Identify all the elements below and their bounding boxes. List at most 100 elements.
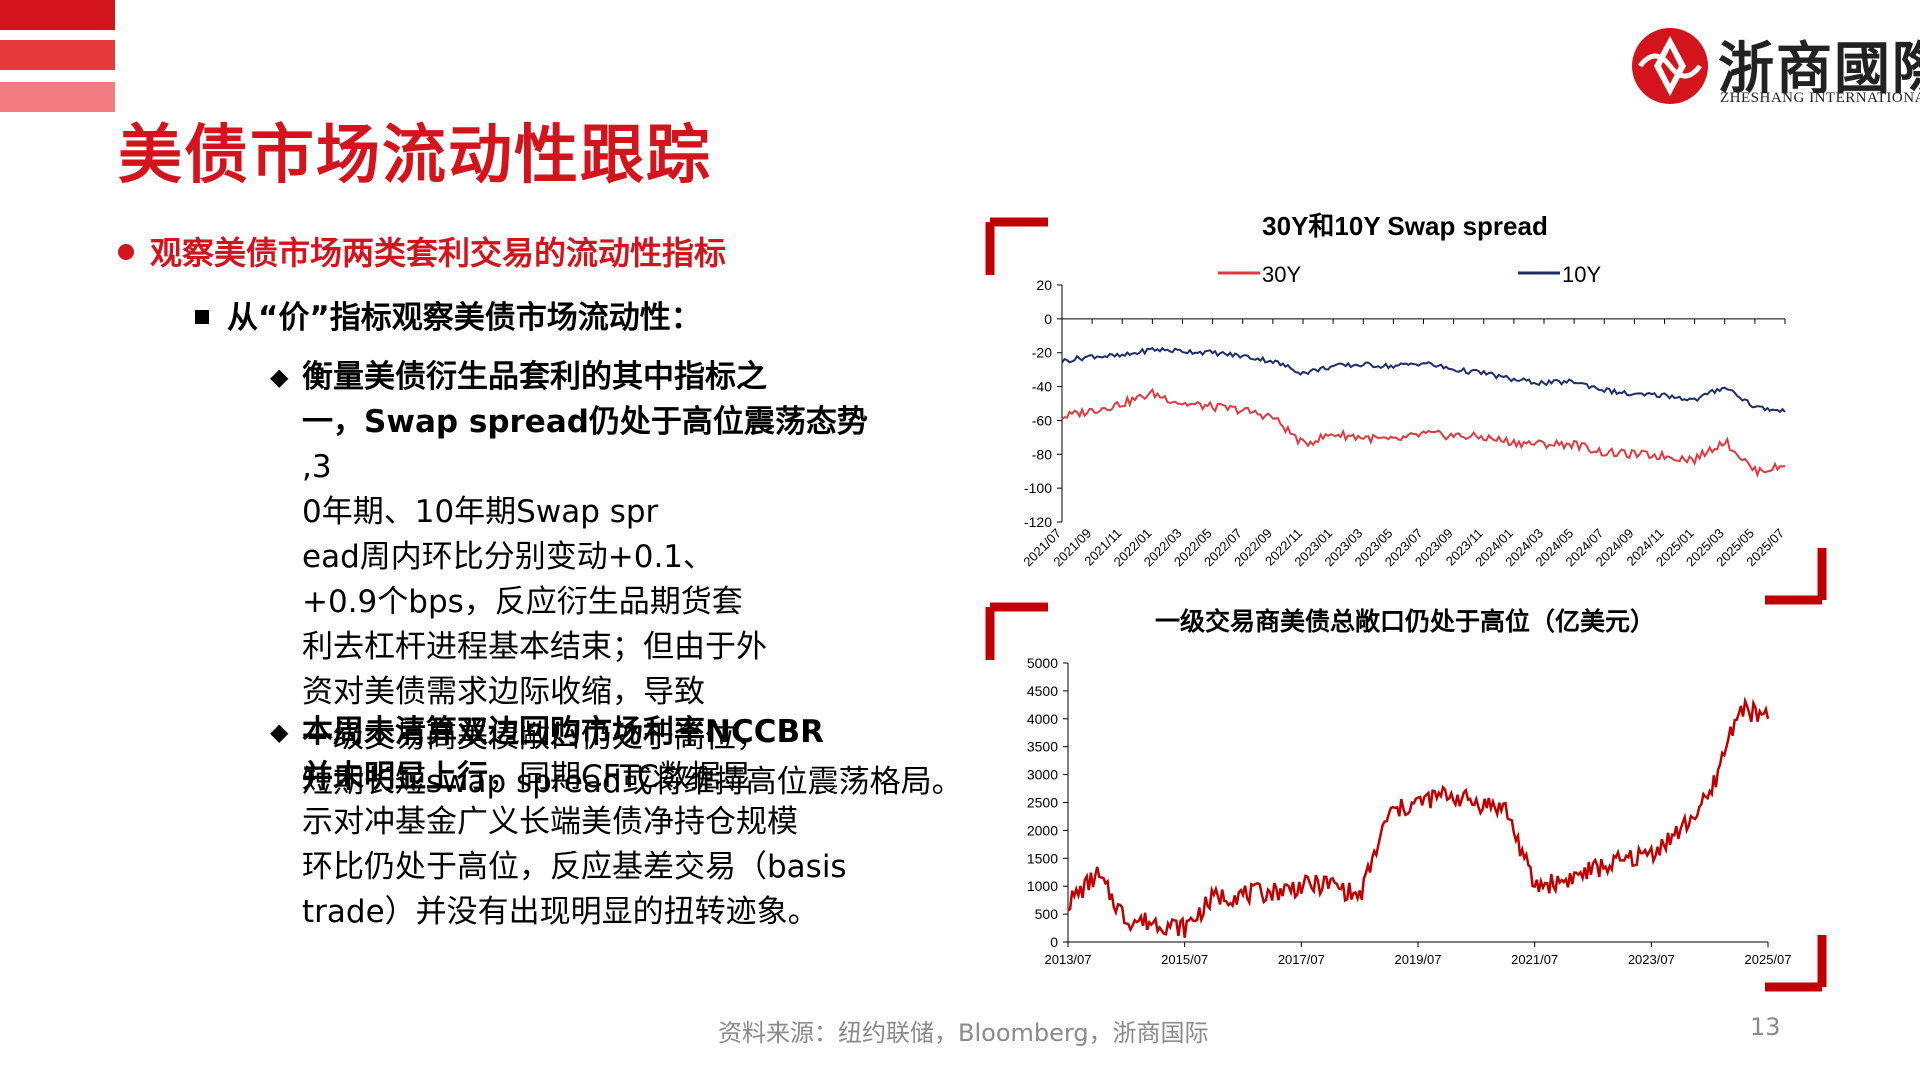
chart1-legend: 30Y 10Y xyxy=(1218,262,1601,287)
y-tick-label: -120 xyxy=(1024,514,1052,530)
x-tick-label: 2023/07 xyxy=(1382,526,1426,570)
x-tick-label: 2025/07 xyxy=(1745,952,1792,967)
y-tick-label: 1500 xyxy=(1027,850,1058,866)
logo-english-text: ZHESHANG INTERNATIONAL xyxy=(1720,90,1920,106)
x-tick-label: 2013/07 xyxy=(1045,952,1092,967)
x-tick-label: 2015/07 xyxy=(1161,952,1208,967)
chart1-y-tick-labels: 20 0 -20 -40 -60 -80 -100 -120 xyxy=(1024,277,1052,530)
x-tick-label: 2024/03 xyxy=(1502,526,1546,570)
x-tick-label: 2025/01 xyxy=(1653,526,1697,570)
diamond-bullet-icon: ◆ xyxy=(270,363,289,391)
y-tick-label: 4500 xyxy=(1027,683,1058,699)
y-tick-label: 500 xyxy=(1035,906,1059,922)
y-tick-label: 20 xyxy=(1036,277,1052,293)
logo-chinese-text: 浙商國際 xyxy=(1718,36,1920,102)
y-tick-label: -80 xyxy=(1032,446,1052,462)
sub-bullet-heading: 从“价”指标观察美债市场流动性： xyxy=(195,292,702,337)
y-tick-label: 3000 xyxy=(1027,767,1058,783)
series-line-exposure xyxy=(1067,696,1770,938)
diamond-bullet-icon: ◆ xyxy=(270,718,289,746)
legend-30y-label: 30Y xyxy=(1262,262,1301,287)
x-tick-label: 2024/09 xyxy=(1593,526,1637,570)
chart2-x-tick-labels: 2013/07 2015/07 2017/07 2019/07 2021/07 2023/… xyxy=(1045,952,1792,967)
header-bar-top xyxy=(0,0,115,30)
x-tick-label: 2019/07 xyxy=(1395,952,1442,967)
x-tick-label: 2023/01 xyxy=(1291,526,1335,570)
para2-line: 本周未清算双边回购市场利率NCCBR xyxy=(302,714,824,750)
chart1-frame xyxy=(985,217,1827,605)
x-tick-label: 2021/07 xyxy=(1020,526,1064,570)
para1-line: 利去杠杆进程基本结束；但由于外 xyxy=(302,629,767,665)
x-tick-label: 2024/07 xyxy=(1563,526,1607,570)
para1-line: 衡量美债衍生品套利的其中指标之 xyxy=(302,359,767,395)
para2-line: trade）并没有出现明显的扭转迹象。 xyxy=(302,894,819,930)
bullet-heading: 观察美债市场两类套利交易的流动性指标 xyxy=(118,228,726,274)
x-tick-label: 2022/07 xyxy=(1201,526,1245,570)
header-bar-middle xyxy=(0,40,115,70)
x-tick-label: 2022/11 xyxy=(1262,526,1305,569)
para1-line: ,3 xyxy=(302,449,332,485)
y-tick-label: 2000 xyxy=(1027,822,1058,838)
y-tick-label: -40 xyxy=(1032,379,1052,395)
para1-line: 0年期、10年期Swap spr xyxy=(302,494,659,530)
chart2-series xyxy=(1067,696,1770,938)
zheshang-emblem-icon xyxy=(1632,28,1708,104)
y-tick-label: 2500 xyxy=(1027,795,1058,811)
page-title: 美债市场流动性跟踪 xyxy=(118,119,712,193)
chart1-series xyxy=(1061,346,1786,478)
y-tick-label: 5000 xyxy=(1027,655,1058,671)
y-tick-label: 1000 xyxy=(1027,878,1058,894)
y-tick-label: -100 xyxy=(1024,480,1052,496)
square-bullet-icon xyxy=(195,309,209,324)
x-tick-label: 2024/11 xyxy=(1623,526,1666,569)
x-tick-label: 2023/05 xyxy=(1352,526,1396,570)
bullet-heading-text: 观察美债市场两类套利交易的流动性指标 xyxy=(150,234,727,272)
source-note: 资料来源：纽约联储，Bloomberg，浙商国际 xyxy=(718,1019,1209,1047)
para1-line: 短期长短swap spread或将维持高位震荡格局。 xyxy=(302,764,963,800)
paragraph-nccbr: ◆ 本周未清算双边回购市场利率NCCBR 并未明显上行，同期CFTC数据显示对冲基… xyxy=(270,710,920,935)
series-line-30y xyxy=(1061,387,1786,478)
y-tick-label: 4000 xyxy=(1027,711,1058,727)
y-tick-label: -60 xyxy=(1032,412,1052,428)
chart1-axes xyxy=(1057,284,1786,523)
series-line-10y xyxy=(1061,346,1786,414)
para1-line: 资对美债需求边际收缩，导致 xyxy=(302,674,705,710)
chart1-x-tick-labels: 2021/072021/092021/112022/012022/032022/… xyxy=(1020,526,1787,570)
para2-line: 环比仍处于高位，反应基差交易（basis xyxy=(302,849,847,885)
x-tick-label: 2021/07 xyxy=(1511,952,1558,967)
x-tick-label: 2023/07 xyxy=(1628,952,1675,967)
x-tick-label: 2021/11 xyxy=(1081,526,1124,569)
x-tick-label: 2022/05 xyxy=(1171,526,1215,570)
chart2-title: 一级交易商美债总敞口仍处于高位（亿美元） xyxy=(1155,607,1655,636)
para1-line: 一级交易商美债敞口仍处于高位， xyxy=(302,719,767,755)
para1-line: ead周内环比分别变动+0.1、 xyxy=(302,539,715,575)
x-tick-label: 2022/09 xyxy=(1231,526,1275,570)
header-bar-bottom xyxy=(0,82,115,112)
x-tick-label: 2024/01 xyxy=(1472,526,1516,570)
x-tick-label: 2023/09 xyxy=(1412,526,1456,570)
y-tick-label: 0 xyxy=(1050,934,1058,950)
x-tick-label: 2023/03 xyxy=(1322,526,1366,570)
page-number: 13 xyxy=(1750,1013,1781,1041)
x-tick-label: 2025/03 xyxy=(1683,526,1727,570)
para1-line: 一，Swap spread仍处于高位震荡态势 xyxy=(302,404,868,440)
x-tick-label: 2025/05 xyxy=(1713,526,1757,570)
x-tick-label: 2017/07 xyxy=(1278,952,1325,967)
sub-bullet-text: 从“价”指标观察美债市场流动性： xyxy=(227,300,702,336)
x-tick-label: 2024/05 xyxy=(1532,526,1576,570)
chart2-frame xyxy=(985,602,1827,992)
y-tick-label: 3500 xyxy=(1027,739,1058,755)
x-tick-label: 2022/01 xyxy=(1111,526,1155,570)
company-logo: 浙商國際 ZHESHANG INTERNATIONAL xyxy=(1630,20,1920,110)
x-tick-label: 2025/07 xyxy=(1743,526,1787,570)
chart1-title: 30Y和10Y Swap spread xyxy=(1262,211,1548,241)
chart2-axes xyxy=(1063,662,1769,947)
y-tick-label: 0 xyxy=(1044,311,1052,327)
y-tick-label: -20 xyxy=(1032,345,1052,361)
para2-line: 示对冲基金广义长端美债净持仓规模 xyxy=(302,804,798,840)
paragraph-swap-spread: ◆ 衡量美债衍生品套利的其中指标之一，Swap spread仍处于高位震荡态势,… xyxy=(270,355,963,805)
para2-line: 并未明显上行，同期CFTC数据显 xyxy=(302,759,752,795)
legend-10y-label: 10Y xyxy=(1562,262,1601,287)
x-tick-label: 2021/09 xyxy=(1050,526,1094,570)
